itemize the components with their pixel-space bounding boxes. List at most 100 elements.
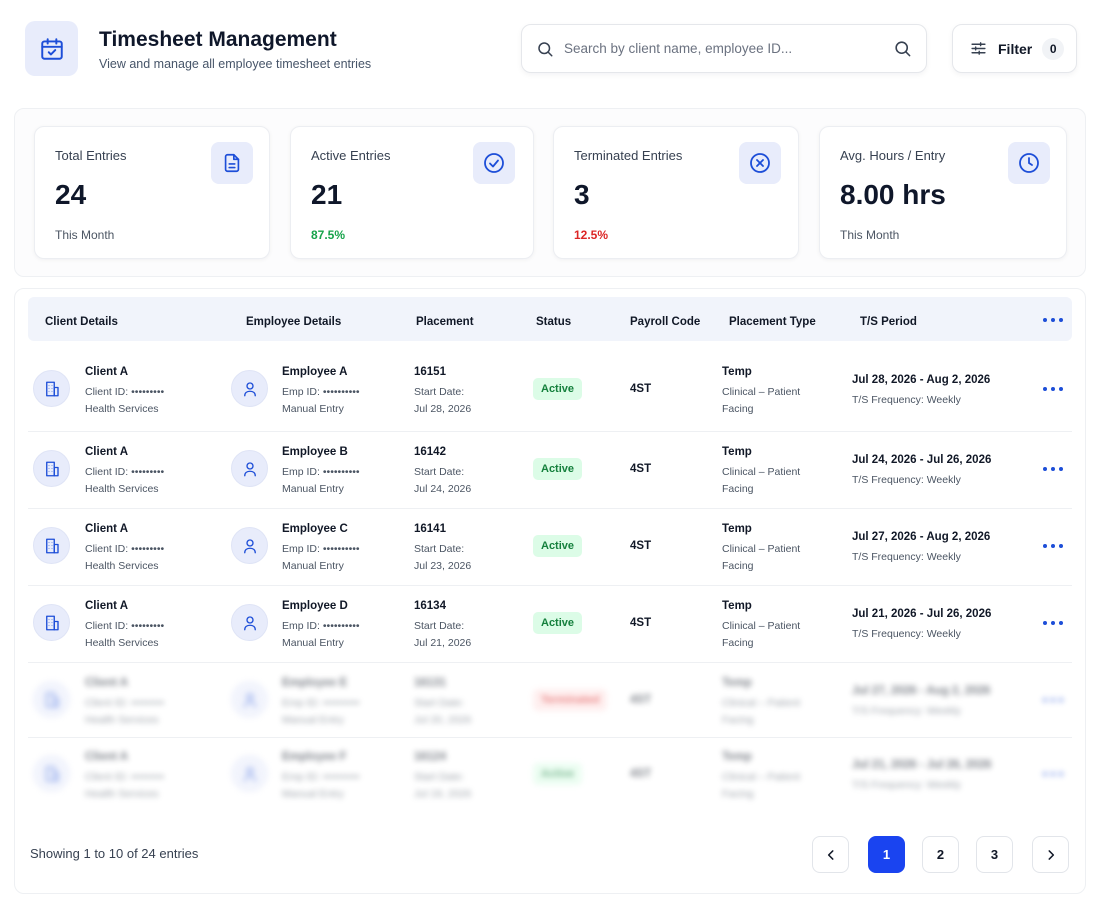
employee-name[interactable]: Employee F [282,751,347,763]
page-2-button[interactable]: 2 [922,836,959,873]
client-type: Health Services [85,483,159,495]
ts-frequency: T/S Frequency: Weekly [852,779,961,791]
page-3-button[interactable]: 3 [976,836,1013,873]
column-header[interactable]: Placement [416,316,474,328]
table-row[interactable]: Client A Client ID: ••••••••• Health Servi… [0,737,1100,813]
employee-avatar [231,527,268,564]
next-page-button[interactable] [1032,836,1069,873]
start-date: Jul 21, 2026 [414,637,472,649]
column-header[interactable]: Employee Details [246,316,342,328]
ts-frequency: T/S Frequency: Weekly [852,628,961,640]
employee-id: Emp ID: •••••••••• [282,466,360,478]
table-row[interactable]: Client A Client ID: ••••••••• Health Servi… [0,586,1100,662]
ts-period: Jul 27, 2026 - Aug 2, 2026 [852,685,991,697]
employee-name[interactable]: Employee B [282,446,348,458]
employee-name[interactable]: Employee D [282,600,348,612]
client-id: Client ID: ••••••••• [85,771,165,783]
ts-period: Jul 28, 2026 - Aug 2, 2026 [852,374,991,386]
search-input[interactable] [564,41,893,56]
client-type: Health Services [85,403,159,415]
placement-type: Temp [722,600,752,612]
filter-button[interactable]: Filter 0 [952,24,1077,73]
table-row[interactable]: Client A Client ID: ••••••••• Health Servi… [0,509,1100,585]
table-row[interactable]: Client A Client ID: ••••••••• Health Servi… [0,352,1100,428]
stat-card-avg-hours: Avg. Hours / Entry 8.00 hrs This Month [819,126,1067,259]
check-circle-icon [484,153,504,173]
column-header[interactable]: Client Details [45,316,118,328]
row-actions-icon[interactable] [1043,694,1063,706]
start-date-label: Start Date: [414,386,465,398]
employee-name[interactable]: Employee A [282,366,348,378]
employee-avatar [231,370,268,407]
entry-method: Manual Entry [282,403,344,415]
page-subtitle: View and manage all employee timesheet e… [99,57,372,71]
table-row[interactable]: Client A Client ID: ••••••••• Health Servi… [0,663,1100,739]
ts-frequency: T/S Frequency: Weekly [852,394,961,406]
building-icon [45,692,59,707]
placement-type-detail: Clinical – Patient [722,543,801,555]
stat-label: Total Entries [55,148,127,163]
calendar-icon-box [25,21,78,76]
row-actions-icon[interactable] [1043,463,1063,475]
column-header[interactable]: T/S Period [860,316,917,328]
row-actions-icon[interactable] [1043,768,1063,780]
calendar-icon [40,37,63,60]
stat-note: This Month [840,228,900,242]
row-divider [28,585,1072,586]
column-header[interactable]: Placement Type [729,316,816,328]
stat-note: 87.5% [311,228,346,242]
prev-page-button[interactable] [812,836,849,873]
clock-icon [1019,153,1039,173]
client-name: Client A [85,677,129,689]
placement-type-detail: Facing [722,788,754,800]
payroll-code: 4ST [630,768,652,780]
payroll-code: 4ST [630,694,652,706]
placement-id: 16151 [414,366,446,378]
user-icon [243,692,256,707]
stat-value: 8.00 hrs [840,179,946,210]
row-actions-icon[interactable] [1043,540,1063,552]
employee-name[interactable]: Employee E [282,677,348,689]
page-1-button[interactable]: 1 [868,836,905,873]
payroll-code: 4ST [630,463,652,475]
search-icon [538,41,553,56]
client-id: Client ID: ••••••••• [85,543,165,555]
stat-note: 12.5% [574,228,609,242]
client-name: Client A [85,446,129,458]
column-header[interactable]: Status [536,316,572,328]
building-icon [45,461,59,476]
stat-card-terminated: Terminated Entries 3 12.5% [553,126,799,259]
page-title: Timesheet Management [99,28,337,51]
stat-value: 24 [55,179,87,210]
row-actions-icon[interactable] [1043,383,1063,395]
table-row[interactable]: Client A Client ID: ••••••••• Health Servi… [0,432,1100,508]
client-id: Client ID: ••••••••• [85,466,165,478]
client-type: Health Services [85,560,159,572]
placement-type-detail: Clinical – Patient [722,620,801,632]
employee-name[interactable]: Employee C [282,523,348,535]
start-date: Jul 19, 2026 [414,788,472,800]
building-icon [45,538,59,553]
search-submit-icon[interactable] [893,39,912,58]
client-avatar [33,370,70,407]
ts-period: Jul 21, 2026 - Jul 26, 2026 [852,608,992,620]
client-avatar [33,604,70,641]
client-avatar [33,755,70,792]
employee-id: Emp ID: •••••••••• [282,386,360,398]
payroll-code: 4ST [630,617,652,629]
client-type: Health Services [85,714,159,726]
user-icon [243,381,256,396]
column-options-icon[interactable] [1043,314,1063,326]
column-header[interactable]: Payroll Code [630,316,701,328]
row-actions-icon[interactable] [1043,617,1063,629]
chevron-right-icon [1047,849,1054,860]
client-id: Client ID: ••••••••• [85,697,165,709]
document-icon-box [211,142,253,184]
placement-type-detail: Clinical – Patient [722,466,801,478]
client-id: Client ID: ••••••••• [85,620,165,632]
employee-avatar [231,755,268,792]
x-circle-icon-box [739,142,781,184]
start-date: Jul 24, 2026 [414,483,472,495]
search-box[interactable] [521,24,927,73]
user-icon [243,538,256,553]
